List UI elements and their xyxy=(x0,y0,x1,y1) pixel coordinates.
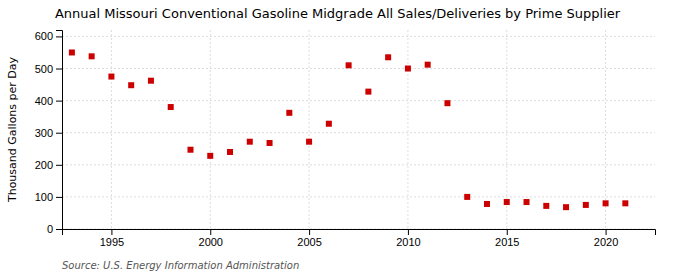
y-grid-line xyxy=(62,196,655,197)
x-tick-label: 2020 xyxy=(594,236,618,248)
plot: 1995 2000 2005 2010 2015 2020 0 100 200 300 400 500… xyxy=(35,30,656,248)
y-tick: 100 xyxy=(35,191,62,203)
y-tick: 200 xyxy=(35,159,62,171)
x-tick-label: 2005 xyxy=(297,236,321,248)
x-tick-label: 2000 xyxy=(199,236,223,248)
chart: 1995 2000 2005 2010 2015 2020 0 100 200 300 400 500… xyxy=(0,0,675,275)
point xyxy=(543,203,549,209)
point xyxy=(108,74,114,80)
y-axis-title: Thousand Gallons per Day xyxy=(6,56,19,203)
point xyxy=(603,200,609,206)
point xyxy=(622,200,628,206)
y-tick-mark xyxy=(56,101,62,102)
x-tick: 2020 xyxy=(594,229,618,248)
point xyxy=(583,202,589,208)
x-tick-label: 1995 xyxy=(100,236,124,248)
y-tick-label: 400 xyxy=(35,95,53,107)
x-axis: 1995 2000 2005 2010 2015 2020 xyxy=(63,229,656,248)
x-axis-line xyxy=(63,230,656,236)
point xyxy=(504,199,510,205)
y-tick: 600 xyxy=(35,30,62,42)
x-grid-line xyxy=(605,30,606,229)
y-tick-mark xyxy=(56,36,62,37)
point xyxy=(69,49,75,55)
point xyxy=(365,89,371,95)
x-grid-line xyxy=(111,30,112,229)
y-tick-label: 300 xyxy=(35,127,53,139)
y-tick-label: 600 xyxy=(35,30,53,42)
y-tick-label: 100 xyxy=(35,191,53,203)
y-tick-mark xyxy=(56,229,62,230)
x-tick-mark xyxy=(507,229,508,235)
x-tick-mark xyxy=(111,229,112,235)
point xyxy=(425,62,431,68)
y-tick-mark xyxy=(56,133,62,134)
y-axis: 0 100 200 300 400 500 600 xyxy=(35,30,63,235)
point xyxy=(326,121,332,127)
point xyxy=(89,53,95,59)
point xyxy=(168,104,174,110)
x-tick-label: 2015 xyxy=(495,236,519,248)
x-tick-mark xyxy=(210,229,211,235)
y-grid-line xyxy=(62,100,655,101)
x-tick-mark xyxy=(408,229,409,235)
point xyxy=(187,147,193,153)
points xyxy=(69,49,628,210)
x-tick-label: 2010 xyxy=(396,236,420,248)
y-tick-mark xyxy=(56,197,62,198)
point xyxy=(247,139,253,145)
y-tick: 0 xyxy=(47,223,62,235)
y-tick: 300 xyxy=(35,127,62,139)
point xyxy=(563,204,569,210)
point xyxy=(306,139,312,145)
point xyxy=(405,66,411,72)
point xyxy=(227,149,233,155)
x-tick-mark xyxy=(606,229,607,235)
y-tick-label: 0 xyxy=(47,223,53,235)
point xyxy=(385,54,391,60)
y-grid-line xyxy=(62,36,655,37)
x-grid-line xyxy=(309,30,310,229)
y-grid-line xyxy=(62,164,655,165)
point xyxy=(267,140,273,146)
grid xyxy=(62,30,655,229)
x-tick: 2010 xyxy=(396,229,420,248)
y-axis-line xyxy=(56,31,63,230)
y-tick-mark xyxy=(56,165,62,166)
y-tick-label: 200 xyxy=(35,159,53,171)
point xyxy=(524,199,530,205)
annotation: Source: U.S. Energy Information Administ… xyxy=(62,260,299,271)
point xyxy=(128,82,134,88)
y-grid-line xyxy=(62,132,655,133)
point xyxy=(207,153,213,159)
x-grid-line xyxy=(210,30,211,229)
point xyxy=(484,201,490,207)
y-tick-label: 500 xyxy=(35,63,53,75)
y-tick: 500 xyxy=(35,63,62,75)
point xyxy=(148,78,154,84)
point xyxy=(464,194,470,200)
x-tick: 2015 xyxy=(495,229,519,248)
y-grid-line xyxy=(62,68,655,69)
y-tick: 400 xyxy=(35,95,62,107)
x-tick: 2005 xyxy=(297,229,321,248)
y-tick-mark xyxy=(56,69,62,70)
x-grid-line xyxy=(407,30,408,229)
title: Annual Missouri Conventional Gasoline Mi… xyxy=(55,6,621,21)
x-tick-mark xyxy=(309,229,310,235)
point xyxy=(444,100,450,106)
x-tick: 2000 xyxy=(199,229,223,248)
x-tick: 1995 xyxy=(100,229,124,248)
point xyxy=(346,62,352,68)
point xyxy=(286,110,292,116)
